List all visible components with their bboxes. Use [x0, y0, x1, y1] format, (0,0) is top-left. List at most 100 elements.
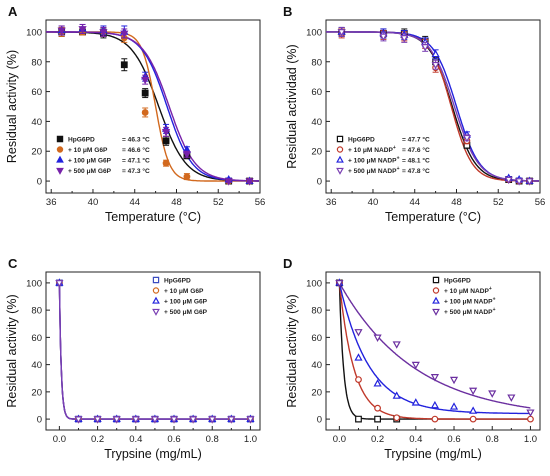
data-point — [411, 361, 420, 370]
legend-label: + 100 μM NADP+ — [348, 156, 400, 165]
x-tick-label: 0.2 — [371, 434, 384, 445]
data-point — [507, 394, 516, 402]
legend-label: + 500 μM G6P — [68, 168, 112, 175]
data-point — [355, 376, 362, 384]
data-point — [469, 415, 477, 423]
data-point — [183, 173, 191, 180]
x-tick-label: 0.0 — [53, 434, 66, 445]
data-point — [411, 398, 420, 406]
legend-label: + 100 μM NADP+ — [444, 297, 496, 306]
y-tick-label: 0 — [37, 177, 42, 188]
legend: HpG6PD = 47.7 °C + 10 μM NADP+ = 47.6 °C+ 1… — [336, 135, 430, 175]
legend-label: HpG6PD — [444, 278, 471, 285]
data-point — [120, 30, 129, 39]
x-tick-label: 56 — [535, 197, 546, 208]
x-tick-label: 52 — [213, 197, 224, 208]
x-tick-label: 0.2 — [91, 434, 104, 445]
data-point — [469, 387, 478, 396]
y-tick-label: 40 — [311, 360, 322, 371]
data-point — [208, 416, 217, 424]
y-axis-label: Residual activity (%) — [5, 50, 19, 163]
legend-marker — [152, 308, 160, 316]
data-point — [393, 414, 401, 422]
plot-frame — [45, 271, 261, 431]
plot-frame — [325, 19, 541, 194]
legend-value: = 47.1 °C — [122, 157, 150, 165]
data-point — [392, 341, 401, 349]
legend-value: = 48.1 °C — [402, 157, 430, 165]
legend: HpG6PD = 46.3 °C + 10 μM G6P = 46.6 °C + 100… — [56, 135, 150, 175]
panel-a: A 36 40 44 48 52 56 0 20 40 60 80 100 Temperature (°C… — [5, 4, 265, 224]
data-point — [227, 416, 236, 424]
y-tick-label: 80 — [31, 57, 42, 68]
legend-marker — [432, 276, 440, 284]
data-point — [355, 415, 362, 423]
data-point — [430, 374, 440, 382]
legend-marker — [152, 296, 160, 304]
legend-label: + 10 μM G6P — [164, 288, 204, 295]
y-tick-label: 60 — [31, 333, 42, 344]
legend-marker — [56, 135, 64, 143]
legend: HpG6PD + 10 μM G6P + 100 μM G6P + 500 μM G6… — [152, 276, 208, 316]
data-point — [224, 178, 233, 186]
legend-value: = 47.3 °C — [122, 167, 150, 175]
data-point — [462, 134, 472, 143]
legend-label: + 500 μM G6P — [164, 309, 208, 316]
data-point — [354, 353, 363, 361]
data-point — [469, 406, 478, 414]
y-axis-label: Residual activity (%) — [5, 294, 19, 407]
x-axis-label: Trypsine (mg/mL) — [384, 447, 481, 461]
y-tick-label: 100 — [306, 278, 322, 289]
legend-marker — [56, 146, 64, 153]
legend-value: = 47.7 °C — [402, 136, 430, 144]
x-tick-label: 36 — [46, 197, 57, 208]
y-tick-label: 60 — [311, 333, 322, 344]
legend-superscript: + — [397, 156, 400, 162]
plot-frame — [325, 271, 541, 431]
data-point — [162, 137, 170, 145]
data-point — [430, 400, 440, 409]
y-tick-label: 0 — [317, 177, 322, 188]
legend-marker — [336, 155, 344, 163]
data-point — [245, 178, 254, 186]
data-point — [141, 89, 149, 97]
y-tick-label: 80 — [31, 306, 42, 317]
panel-label: D — [283, 256, 292, 271]
data-point — [504, 176, 513, 185]
y-tick-label: 80 — [311, 57, 322, 68]
panel-c: C 0.0 0.2 0.4 0.6 0.8 1.0 0 20 40 60 80 100 Trypsine … — [5, 256, 261, 461]
data-point — [354, 329, 363, 337]
x-axis-label: Temperature (°C) — [105, 210, 201, 224]
y-tick-label: 100 — [26, 27, 42, 38]
x-tick-label: 0.6 — [447, 434, 460, 445]
x-tick-label: 0.4 — [409, 434, 422, 445]
data-point — [337, 29, 346, 37]
y-tick-label: 40 — [31, 117, 42, 128]
x-tick-label: 1.0 — [524, 434, 537, 445]
legend-marker — [432, 287, 440, 294]
x-tick-label: 52 — [493, 197, 504, 208]
data-point — [335, 280, 344, 288]
legend-marker — [336, 135, 344, 143]
legend-label: + 10 μM NADP+ — [348, 145, 396, 154]
plot-area — [335, 278, 535, 423]
legend-superscript: + — [493, 297, 496, 303]
legend-marker — [432, 296, 440, 304]
fit-curve — [326, 31, 539, 182]
data-point — [189, 416, 198, 424]
legend-label: HpG6PD — [68, 137, 95, 144]
data-point — [515, 178, 524, 186]
legend-marker — [152, 276, 160, 284]
data-point — [449, 402, 459, 410]
legend: HpG6PD+ 10 μM NADP+ + 100 μM NADP++ 500 μ… — [432, 276, 496, 316]
x-tick-label: 0.6 — [167, 434, 180, 445]
y-axis-label: Residual activity (%) — [285, 294, 299, 407]
legend-marker — [56, 155, 64, 163]
y-axis-label: Residual actividad (%) — [285, 44, 299, 168]
legend-label: + 10 μM NADP+ — [444, 286, 492, 295]
legend-value: = 46.3 °C — [122, 136, 150, 144]
data-point — [449, 376, 459, 385]
data-point — [99, 29, 108, 37]
data-point — [431, 61, 440, 70]
